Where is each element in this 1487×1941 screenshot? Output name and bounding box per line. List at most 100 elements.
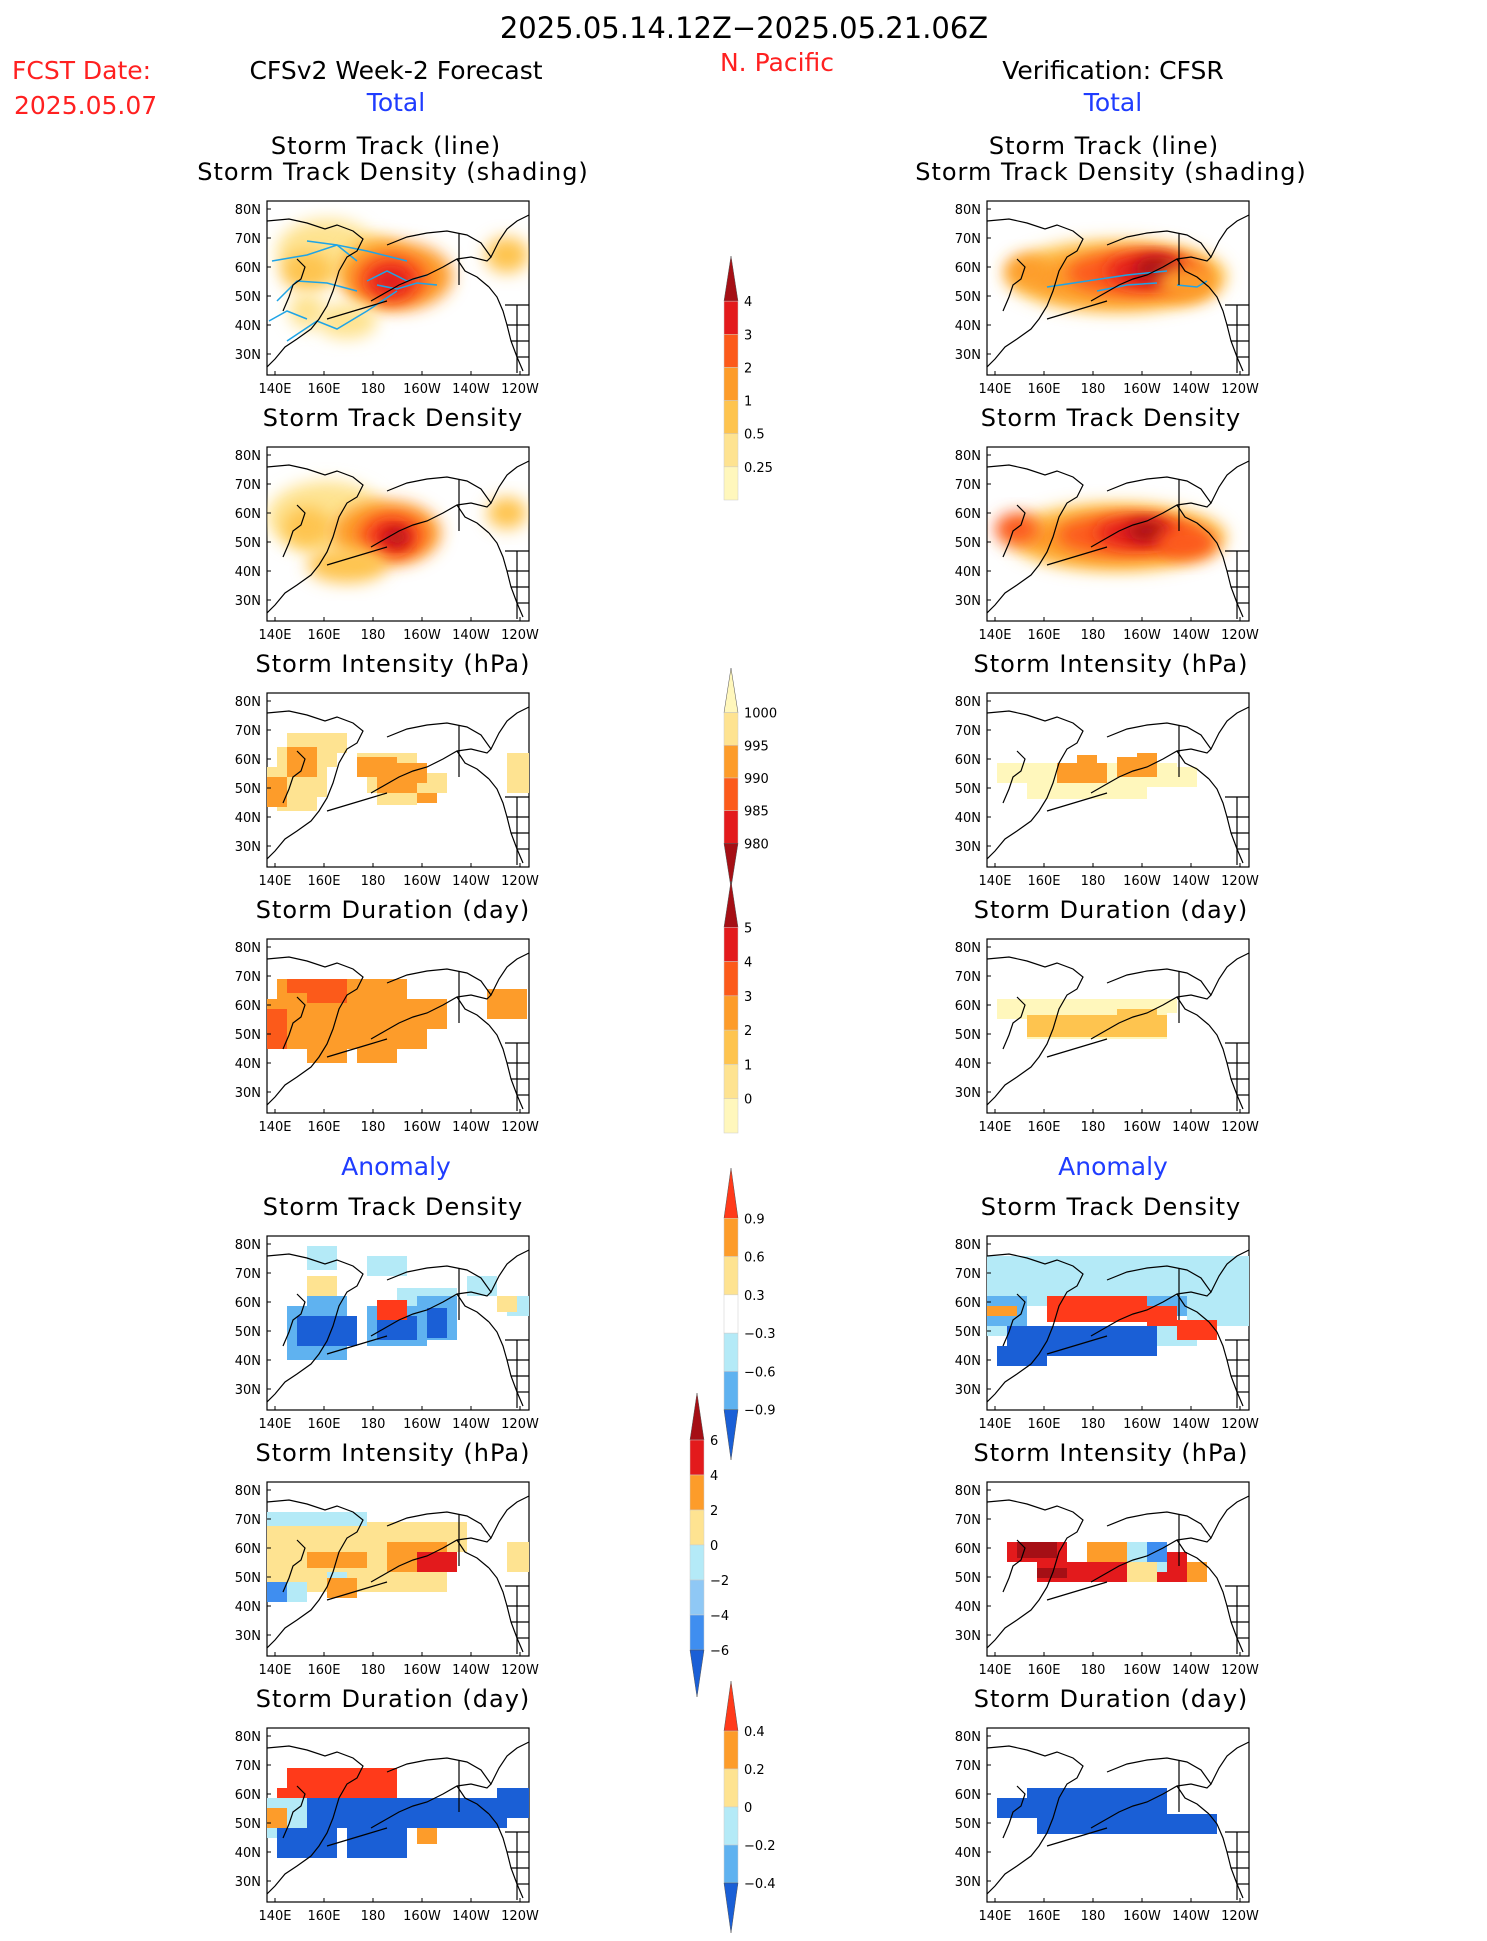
lat-tick-label: 30N xyxy=(235,1383,261,1398)
shaded-cell xyxy=(307,993,347,1003)
coastline xyxy=(1002,1293,1026,1347)
coastline xyxy=(1176,258,1210,288)
lon-tick-label: 140W xyxy=(452,382,490,397)
coastline xyxy=(267,1499,364,1649)
density-shading xyxy=(1127,521,1167,541)
map-l6-intensity-anom: 80N 70N 60N 50N 40N 30N 140E 160E 180 160W 140W 120… xyxy=(235,1481,539,1678)
lat-tick-label: 80N xyxy=(235,695,261,710)
lon-tick-label: 120W xyxy=(501,1909,539,1924)
lat-tick-label: 40N xyxy=(235,1600,261,1615)
shaded-cell xyxy=(307,1276,337,1296)
shaded-cell xyxy=(277,1788,307,1798)
lon-tick-label: 160W xyxy=(403,1663,441,1678)
fcst-label: FCST Date: xyxy=(12,56,152,85)
storm-track-line xyxy=(268,310,308,322)
density-shading xyxy=(995,513,1039,545)
coastline xyxy=(490,1741,529,1785)
lon-tick-label: 180 xyxy=(361,1120,386,1135)
shaded-cell xyxy=(1017,1542,1057,1558)
lon-tick-label: 140W xyxy=(452,874,490,889)
colorbar-arrow-bottom xyxy=(723,1409,739,1461)
coastline xyxy=(1046,546,1108,566)
lon-tick-label: 160W xyxy=(403,874,441,889)
shaded-cell xyxy=(497,1296,517,1312)
coastline xyxy=(1210,214,1249,258)
coastline xyxy=(326,1581,388,1601)
colorbar-arrow-bottom xyxy=(689,1649,705,1698)
lon-tick-label: 140E xyxy=(978,382,1011,397)
colorbar-label: 0.6 xyxy=(744,1251,765,1266)
colorbar-label: −0.4 xyxy=(744,1877,776,1892)
lat-tick-label: 40N xyxy=(955,1354,981,1369)
colorbar-label: 1000 xyxy=(744,707,777,722)
lon-tick-label: 140W xyxy=(452,1120,490,1135)
shaded-cell xyxy=(417,1828,437,1844)
coastline xyxy=(1046,1335,1108,1355)
lon-tick-label: 120W xyxy=(1221,1663,1259,1678)
lat-tick-label: 80N xyxy=(235,1730,261,1745)
lat-tick-label: 70N xyxy=(235,1267,261,1282)
lat-tick-label: 30N xyxy=(955,348,981,363)
lat-tick-label: 40N xyxy=(955,811,981,826)
lon-tick-label: 180 xyxy=(1081,1417,1106,1432)
colorbar-label: 980 xyxy=(744,837,769,852)
lon-tick-label: 160E xyxy=(1027,1417,1060,1432)
lat-tick-label: 50N xyxy=(235,1817,261,1832)
lon-tick-label: 140W xyxy=(1172,1663,1210,1678)
lon-tick-label: 180 xyxy=(361,628,386,643)
coastline xyxy=(1046,792,1108,812)
lat-tick-label: 60N xyxy=(235,1296,261,1311)
lat-tick-label: 30N xyxy=(955,594,981,609)
lat-tick-label: 70N xyxy=(235,970,261,985)
colorbar-label: 1 xyxy=(744,1058,752,1073)
colorbar-label: 4 xyxy=(744,295,752,310)
lon-tick-label: 160E xyxy=(307,628,340,643)
coastline xyxy=(370,230,492,302)
colorbar-segment xyxy=(723,927,739,962)
colorbar-segment xyxy=(689,1509,705,1546)
coastline xyxy=(456,750,490,780)
right-total-label: Total xyxy=(1083,88,1143,117)
colorbar-arrow-bottom xyxy=(723,843,739,889)
coastline xyxy=(1046,1581,1108,1601)
shaded-cell xyxy=(1047,999,1177,1013)
colorbar-label: −0.9 xyxy=(744,1404,776,1419)
panel-title-l5: Storm Track Density xyxy=(262,1193,524,1221)
lat-tick-label: 60N xyxy=(955,1788,981,1803)
lat-tick-label: 30N xyxy=(955,1383,981,1398)
coastline xyxy=(1090,722,1212,794)
lon-tick-label: 140E xyxy=(978,874,1011,889)
shaded-cell xyxy=(267,1582,287,1602)
colorbar-label: 6 xyxy=(710,1434,718,1449)
shaded-cell xyxy=(317,733,347,753)
lat-tick-label: 70N xyxy=(955,1513,981,1528)
colorbar-intensity_anom: 6 4 2 0 −2 −4 −6 xyxy=(689,1392,729,1698)
lat-tick-label: 70N xyxy=(235,232,261,247)
lon-tick-label: 140W xyxy=(452,1417,490,1432)
colorbar-segment xyxy=(689,1579,705,1616)
lat-tick-label: 80N xyxy=(955,1730,981,1745)
shaded-cell xyxy=(997,1798,1027,1818)
colorbar-label: 0.5 xyxy=(744,428,765,443)
panel-title-r7: Storm Duration (day) xyxy=(973,1685,1249,1713)
coastline xyxy=(326,300,388,320)
lon-tick-label: 140W xyxy=(452,628,490,643)
colorbar-density_anom: 0.9 0.6 0.3 −0.3 −0.6 −0.9 xyxy=(723,1167,776,1461)
lon-tick-label: 140E xyxy=(258,628,291,643)
colorbar-segment xyxy=(723,995,739,1031)
colorbar-label: −4 xyxy=(710,1609,729,1624)
lat-tick-label: 30N xyxy=(235,840,261,855)
colorbar-segment xyxy=(723,367,739,401)
shaded-cell xyxy=(307,1296,347,1310)
lat-tick-label: 30N xyxy=(955,1875,981,1890)
map-l7-duration-anom: 80N 70N 60N 50N 40N 30N 140E 160E 180 160W 140W 120… xyxy=(235,1727,539,1924)
lon-tick-label: 160W xyxy=(1123,874,1161,889)
colorbar-duration: 5 4 3 2 1 0 xyxy=(723,880,752,1134)
colorbar-label: 5 xyxy=(744,921,752,936)
lon-tick-label: 160W xyxy=(1123,1663,1161,1678)
colorbar-label: 2 xyxy=(744,1024,752,1039)
lon-tick-label: 160W xyxy=(1123,1417,1161,1432)
lon-tick-label: 180 xyxy=(1081,1909,1106,1924)
colorbar-label: −0.6 xyxy=(744,1365,776,1380)
density-shading xyxy=(387,529,407,545)
